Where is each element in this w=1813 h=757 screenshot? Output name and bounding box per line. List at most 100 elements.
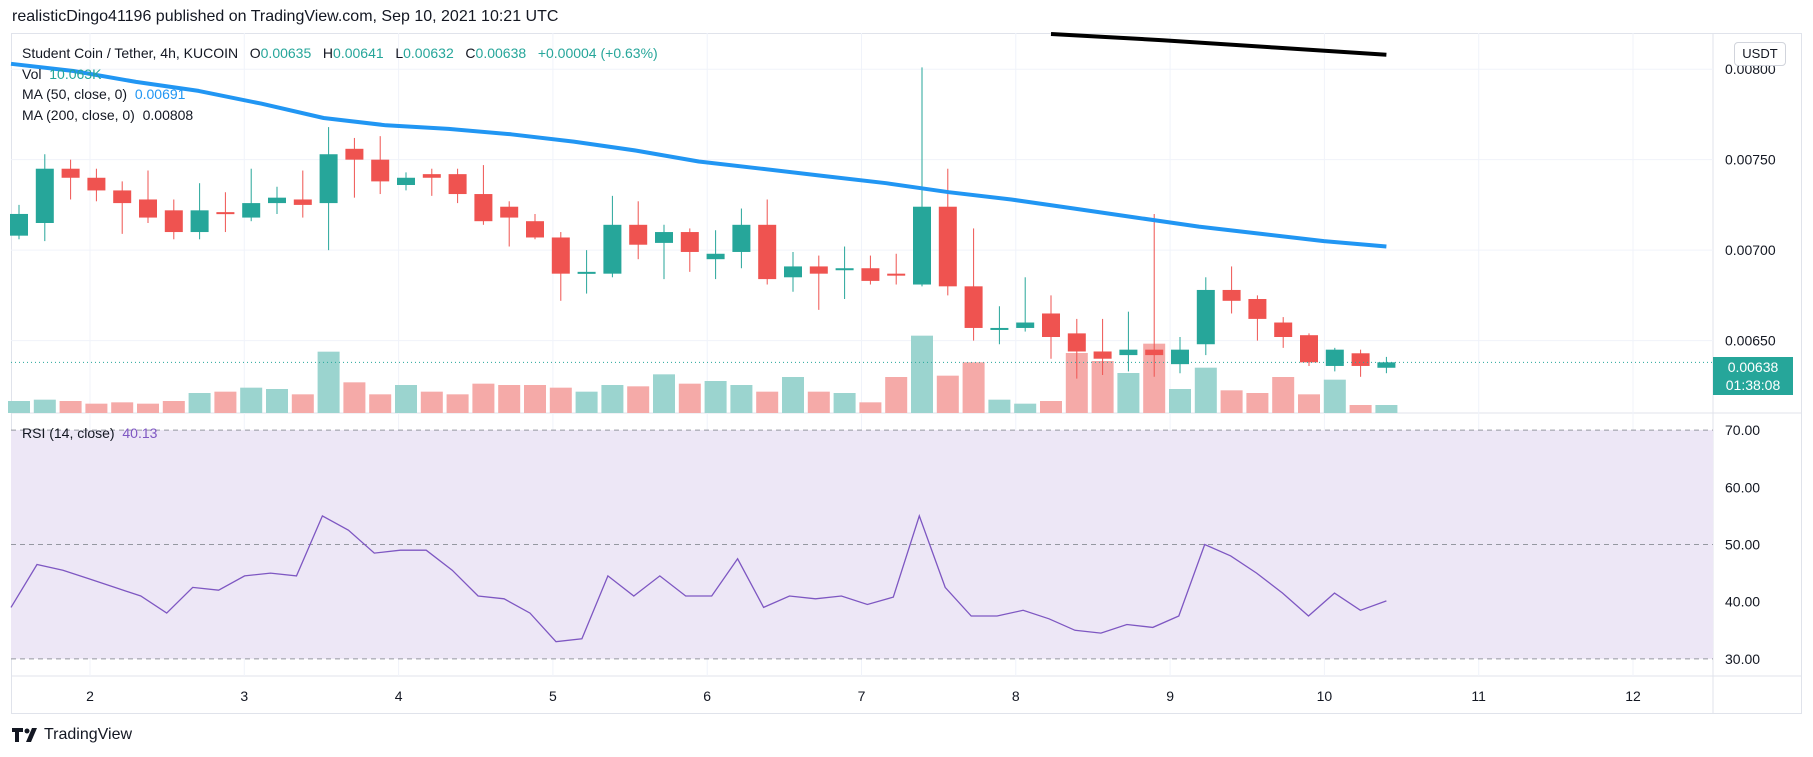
legend-ma50-value: 0.00691 [134,86,186,102]
candle-body [680,232,699,252]
legend-ma200: MA (200, close, 0) 0.00808 [22,107,193,123]
legend-ohlc: Student Coin / Tether, 4h, KUCOIN O0.006… [22,45,658,61]
candle-body [371,159,390,182]
volume-bars [8,335,1398,413]
candle-body [164,210,183,233]
rsi-tick-label: 40.00 [1725,594,1760,610]
candle-body [551,237,570,274]
volume-bar [1272,377,1295,413]
volume-bar [111,402,134,413]
chart-frame [11,33,1802,714]
candle-body [397,177,415,185]
rsi-tick-label: 30.00 [1725,651,1760,667]
candle-body [706,253,725,260]
legend-l-label: L [395,45,404,61]
candle-body [1300,335,1318,363]
rsi-series-line [10,513,1387,643]
bar-countdown: 01:38:08 [1725,377,1781,393]
candle-body [139,199,157,218]
candle-body [809,266,828,274]
candle-body [190,210,209,233]
volume-bar [240,387,263,413]
legend-ma200-value: 0.00808 [142,107,194,123]
candle-body [242,203,261,218]
volume-bar [1298,394,1320,413]
x-tick-label: 7 [858,688,866,704]
volume-bar [446,394,469,413]
x-tick-label: 9 [1166,688,1174,704]
candle-body [784,266,802,278]
candle-body [1351,353,1370,366]
volume-bar [601,385,624,413]
candle-body [603,224,622,274]
volume-bar [317,351,340,413]
volume-bar [33,399,56,413]
x-tick-label: 3 [240,688,248,704]
tradingview-logo[interactable]: TradingView [12,726,132,744]
legend-rsi-label: RSI (14, close) [22,425,115,441]
candle-body [861,268,880,281]
volume-bar [756,391,779,413]
volume-bar [1040,401,1062,413]
last-price: 0.00638 [1727,359,1779,375]
x-tick-label: 4 [395,688,403,704]
candle-body [216,212,235,215]
candle-body [113,190,132,204]
candle-body [1093,351,1112,359]
volume-bar [59,401,82,413]
volume-bar [420,391,443,413]
x-tick-label: 6 [703,688,711,704]
x-tick-label: 2 [86,688,94,704]
candle-body [1248,299,1267,319]
volume-bar [885,377,908,413]
candle-body [990,327,1009,330]
x-tick-label: 5 [549,688,557,704]
volume-bar [1323,379,1346,413]
volume-bar [266,389,288,413]
volume-bar [1117,373,1140,413]
volume-bar [782,377,804,413]
candle-body [1067,333,1086,352]
volume-bar [395,385,417,413]
rsi-band [11,429,1713,660]
candle-body [1145,349,1164,356]
volume-bar [1091,361,1114,413]
legend-symbol: Student Coin / Tether, 4h, KUCOIN [22,45,239,61]
candle-body [1016,322,1035,328]
currency-button[interactable]: USDT [1734,42,1786,66]
candle-body [913,206,931,285]
x-tick-label: 11 [1471,688,1486,704]
volume-bar [704,381,727,413]
candle-body [1042,313,1060,337]
rsi-tick-label: 60.00 [1725,479,1760,495]
candle-body [61,168,80,178]
legend-ma50-label: MA (50, close, 0) [22,86,128,102]
volume-bar [1220,390,1243,413]
volume-bar [498,385,521,413]
volume-bar [962,362,985,413]
candle-body [1222,289,1241,301]
publisher-line: realisticDingo41196 published on Trading… [12,8,559,25]
volume-bar [1014,403,1037,413]
x-tick-label: 8 [1012,688,1020,704]
y-tick-label: 0.00700 [1725,242,1776,258]
volume-bar [575,391,598,413]
candle-body [319,154,338,204]
volume-bar [291,394,314,413]
volume-bar [343,382,366,413]
rsi-line [10,513,1387,643]
candle-body [293,199,312,205]
volume-bar [1065,353,1088,413]
legend-o-value: 0.00635 [260,45,312,61]
candle-body [474,194,493,222]
candle-body [964,286,983,328]
legend-c-label: C [465,45,476,61]
x-tick-label: 10 [1317,688,1333,704]
legend-rsi: RSI (14, close) 40.13 [22,425,157,441]
legend-l-value: 0.00632 [403,45,454,61]
legend-rsi-value: 40.13 [122,425,158,441]
volume-bar [1375,405,1398,413]
legend-o-label: O [249,45,261,61]
